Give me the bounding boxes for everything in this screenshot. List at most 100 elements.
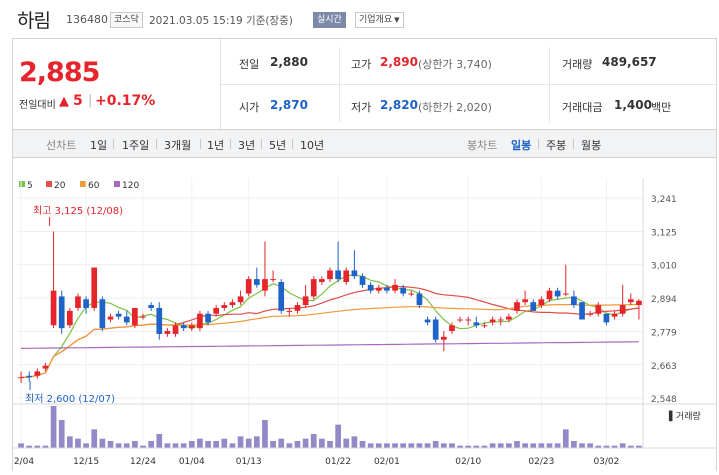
candle-monthly[interactable]: 월봉 <box>581 139 602 152</box>
candle-body <box>302 296 309 306</box>
volume-bar <box>546 443 553 448</box>
volume-bar <box>75 438 81 448</box>
candle-body <box>432 319 439 340</box>
y-tick-label: 3,241 <box>651 195 677 205</box>
x-tick-label: 02/10 <box>455 457 481 467</box>
candle-weekly[interactable]: 주봉 <box>546 139 567 152</box>
candle-body <box>172 325 179 334</box>
volume-bar <box>294 441 301 448</box>
volume-bar <box>432 441 439 448</box>
volume-value: 489,657 <box>602 55 657 69</box>
candle-body <box>42 365 49 369</box>
high-label: 고가 <box>351 58 372 71</box>
period-10y[interactable]: 10년 <box>300 139 325 152</box>
candle-body <box>26 375 33 378</box>
volume-bar <box>140 445 146 448</box>
x-tick-label: 02/01 <box>374 457 400 467</box>
x-tick-label: 01/22 <box>325 457 351 467</box>
candle-body <box>465 319 472 321</box>
volume-bar <box>148 441 154 448</box>
period-5y[interactable]: 5년 <box>269 139 287 152</box>
candle-body <box>603 313 610 323</box>
prev-close-label: 전일 <box>239 58 260 71</box>
legend-label: 120 <box>122 181 139 191</box>
candlestick-chart[interactable]: 5 20 60 120 3,241 3,125 3,010 2,894 2,779 2,663 2… <box>8 158 716 471</box>
volume-bar <box>99 438 106 448</box>
candle-body <box>424 319 431 323</box>
summary-col-divider <box>339 47 340 122</box>
x-tick-label: 03/02 <box>593 457 619 467</box>
candle-body <box>115 313 122 317</box>
amount-label: 거래대금 <box>562 101 603 114</box>
candle-body <box>335 270 341 280</box>
volume-bar <box>473 445 480 448</box>
candle-body <box>286 310 293 312</box>
volume-bar <box>319 438 325 448</box>
ma-line-120 <box>21 341 639 349</box>
candle-body <box>408 293 415 295</box>
volume-bar <box>66 436 73 448</box>
volume-bar <box>91 429 98 448</box>
x-tick-label: 12/04 <box>13 457 34 467</box>
change-label: 전일대비 <box>19 100 56 111</box>
candle-body <box>34 371 41 376</box>
period-1y[interactable]: 1년 <box>207 139 225 152</box>
low-value: 2,820 <box>380 98 418 112</box>
candle-body <box>245 279 252 294</box>
current-price: 2,885 <box>19 57 100 88</box>
x-tick-label: 12/15 <box>73 457 99 467</box>
volume-bar <box>270 441 276 448</box>
volume-bar <box>375 443 382 448</box>
volume-bar <box>310 434 317 448</box>
y-tick-label: 2,894 <box>651 295 677 305</box>
company-overview-button[interactable]: 기업개요 ▼ <box>355 12 404 28</box>
divider <box>200 139 201 149</box>
volume-bar <box>506 443 512 448</box>
volume-bar <box>123 443 130 448</box>
open-value: 2,870 <box>270 98 308 112</box>
volume-bar <box>530 443 537 448</box>
low-annotation: 최저 2,600 (12/07) <box>25 393 115 405</box>
volume-bar <box>351 436 358 448</box>
high-value: 2,890 <box>380 55 418 69</box>
realtime-badge: 실시간 <box>313 12 346 28</box>
chart-annotations: 최고 3,125 (12/08) 최저 2,600 (12/07) <box>25 205 123 405</box>
candle-body <box>132 307 138 326</box>
volume-bar <box>115 443 122 448</box>
divider <box>538 139 539 149</box>
summary-col-divider <box>549 47 550 122</box>
stock-name: 하림 <box>17 10 51 32</box>
period-1w[interactable]: 1주일 <box>122 139 150 152</box>
candle-body <box>400 287 407 294</box>
volume-bar <box>34 445 41 448</box>
candle-body <box>457 319 463 321</box>
change-value: 5 <box>73 93 83 109</box>
y-tick-label: 2,663 <box>651 362 677 372</box>
period-3y[interactable]: 3년 <box>238 139 256 152</box>
volume-bar <box>18 443 24 448</box>
candle-body <box>384 287 390 291</box>
divider <box>261 139 262 149</box>
volume-bar <box>180 443 187 448</box>
timestamp: 2021.03.05 15:19 기준(장중) <box>149 15 293 27</box>
price-summary: 2,885 전일대비 ▲ 5 | +0.17% 전일 2,880 고가 2,89… <box>12 38 718 130</box>
volume-bar <box>367 443 374 448</box>
candle-body <box>229 302 236 306</box>
candle-body <box>75 296 81 308</box>
volume-bar <box>627 445 634 448</box>
current-price-box: 2,885 전일대비 ▲ 5 | +0.17% <box>13 39 221 130</box>
high-annotation: 최고 3,125 (12/08) <box>33 205 123 217</box>
volume-bar <box>603 445 610 448</box>
stock-header: 하림 136480 코스닥 2021.03.05 15:19 기준(장중) 실시… <box>0 0 719 38</box>
candle-daily[interactable]: 일봉 <box>511 139 532 152</box>
candle-body <box>489 319 496 323</box>
ma-line-5 <box>21 274 639 378</box>
volume-bar <box>522 443 528 448</box>
candle-body <box>392 284 398 291</box>
candles <box>18 231 642 383</box>
candle-body <box>327 270 333 280</box>
low-label: 저가 <box>351 101 372 114</box>
chart-legend: 5 20 60 120 <box>19 181 139 191</box>
period-3m[interactable]: 3개월 <box>164 139 192 152</box>
period-1d[interactable]: 1일 <box>90 139 108 152</box>
